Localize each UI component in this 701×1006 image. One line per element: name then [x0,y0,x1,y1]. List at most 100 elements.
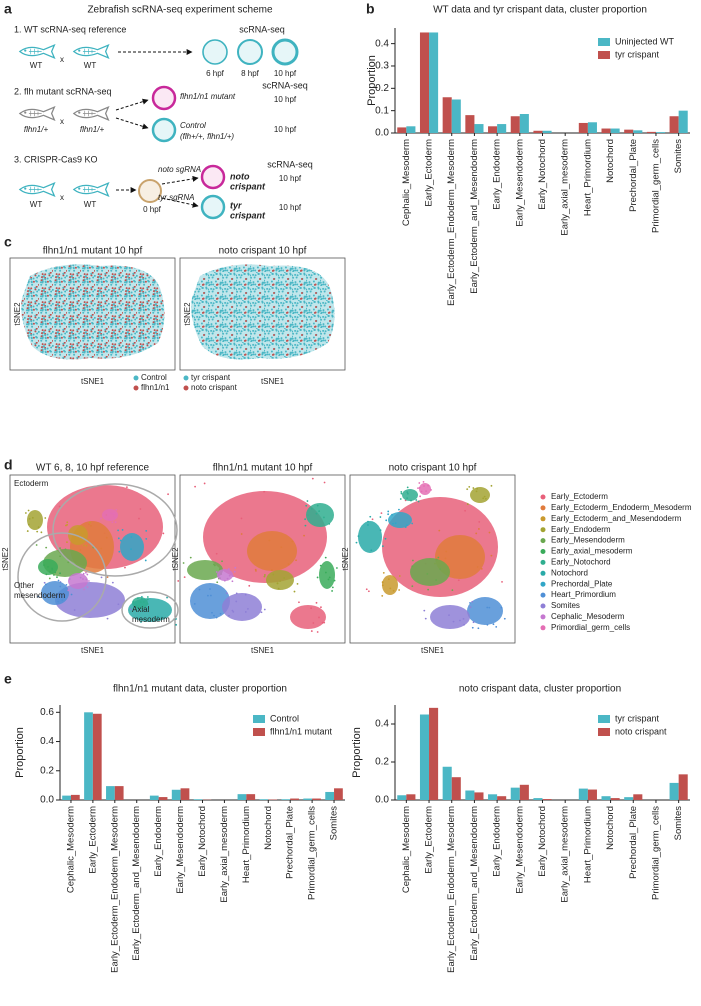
cluster-speck [213,614,215,617]
cluster-speck [247,607,249,610]
cluster-speck [66,521,69,524]
cluster-speck [70,593,73,596]
x-tick-label: Notochord [605,806,616,850]
cluster-speck [47,565,49,568]
cluster-speck [221,560,223,563]
cluster-speck [381,594,384,597]
y-tick-label: 0.6 [40,707,54,718]
cluster-speck [420,490,423,493]
cluster-speck [385,519,388,522]
cluster-speck [387,578,390,581]
legend-label: Prechordal_Plate [551,579,613,588]
cluster [247,531,297,571]
step-heading: 1. WT scRNA-seq reference [14,24,126,34]
cluster-speck [240,533,243,535]
cluster-speck [244,593,247,596]
chart-title: WT data and tyr crispant data, cluster p… [433,5,647,16]
legend-label: noto crispant [615,726,667,736]
bar [474,124,484,133]
cluster-speck [166,596,168,599]
cluster-speck [503,617,506,620]
x-tick-label: Early_axial_mesoderm [219,806,230,903]
cross: x [60,55,64,64]
cluster-speck [88,580,90,582]
cluster-speck [324,556,327,559]
cluster-speck [48,577,51,580]
cluster-speck [312,622,315,624]
region-label: Ectoderm [14,479,49,488]
y-tick-label: 0.2 [375,757,389,768]
bar [646,131,656,133]
cluster-speck [51,568,54,571]
bar [488,794,498,800]
x-tick-label: Primordial_germ_cells [650,806,661,900]
bar [601,128,611,133]
bar [325,791,335,800]
arrow [161,197,199,208]
cluster-speck [59,547,61,550]
bar [171,789,181,800]
cluster [266,570,294,590]
x-tick-label: Notochord [605,139,616,183]
scheme-title: Zebrafish scRNA-seq experiment scheme [87,5,273,16]
embryo [151,117,177,143]
fish-icon [19,106,56,121]
cluster-speck [87,538,90,541]
cluster-speck [500,606,503,609]
cluster-speck [82,572,85,575]
cluster-speck [113,514,116,517]
legend-swatch [540,516,546,522]
cluster-speck [83,588,85,591]
cluster-speck [389,587,392,590]
cluster-speck [293,590,296,593]
cluster-speck [113,515,116,518]
cluster-speck [406,486,409,489]
cluster-speck [398,589,401,591]
cluster-speck [214,564,216,567]
x-tick-label: Early_Ectoderm_Endoderm_Mesoderm [109,806,120,973]
cluster-speck [226,577,229,580]
cluster-speck [114,521,117,524]
cluster-speck [488,531,491,534]
cluster-speck [146,603,149,605]
cluster-speck [404,526,407,528]
x-tick-label: Early_Ectoderm_and_Mesendoderm [131,806,142,961]
legend-swatch [133,375,139,381]
bar [633,130,643,133]
legend-swatch [540,570,546,576]
cluster-speck [139,601,142,604]
cluster-speck [228,574,231,577]
cluster-speck [406,491,409,494]
plot-title: noto crispant 10 hpf [389,463,477,474]
x-tick-label: Early_Ectoderm_Endoderm_Mesoderm [446,806,457,973]
cluster-speck [392,522,394,525]
bar [497,124,507,133]
bar [610,128,620,133]
cluster-speck [232,610,235,613]
cluster-speck [400,492,403,495]
cluster-speck [140,621,142,623]
region-outline [17,532,107,622]
cluster-speck [268,539,271,542]
legend-swatch [598,715,610,723]
cluster-speck [419,495,422,498]
bar [312,798,321,800]
fish-icon [73,182,110,197]
cluster-speck [223,579,226,582]
cluster-speck [263,574,266,576]
legend-swatch [540,527,546,533]
legend-swatch [540,603,546,609]
bar [451,777,461,800]
bar [419,32,430,133]
cluster-speck [305,504,308,507]
cell-cloud [191,264,335,360]
genotype: flhn1/n1 mutant [180,92,236,101]
cluster-speck [111,581,114,584]
embryo [200,164,226,190]
bar [259,799,269,800]
cluster-speck [316,631,319,633]
panel-label: e [4,671,12,687]
axis-label: tSNE2 [13,302,22,326]
cluster-speck [406,497,409,500]
cluster-speck [235,600,238,603]
